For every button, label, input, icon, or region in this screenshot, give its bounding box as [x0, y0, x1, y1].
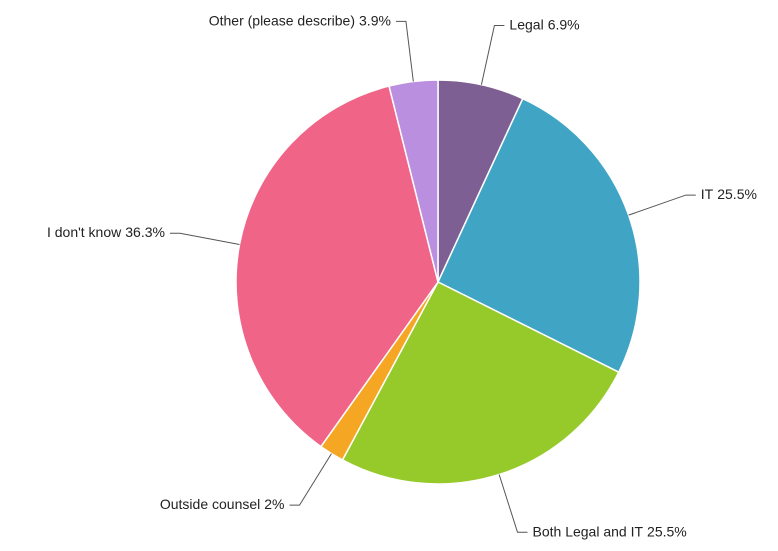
leader-line: [395, 20, 414, 82]
slice-label: Other (please describe) 3.9%: [209, 12, 391, 28]
leader-line: [480, 25, 505, 85]
leader-line: [498, 474, 528, 533]
leader-line: [628, 194, 696, 216]
slice-label: Both Legal and IT 25.5%: [533, 523, 687, 539]
leader-line: [169, 232, 240, 245]
slice-label-name: I don't know: [47, 224, 122, 240]
pie-slice: [388, 79, 439, 283]
slice-label: I don't know 36.3%: [47, 224, 165, 240]
slice-label-value: 3.9%: [359, 12, 391, 28]
slice-label: Legal 6.9%: [509, 16, 579, 32]
slice-label-value: 6.9%: [548, 16, 580, 32]
slice-label-name: Legal: [509, 16, 543, 32]
slice-label: IT 25.5%: [701, 186, 757, 202]
slice-label: Outside counsel 2%: [160, 496, 285, 512]
slice-label-value: 25.5%: [647, 523, 687, 539]
slice-label-name: Outside counsel: [160, 496, 260, 512]
slice-label-value: 36.3%: [125, 224, 165, 240]
slice-label-value: 25.5%: [717, 186, 757, 202]
slice-label-name: Both Legal and IT: [533, 523, 644, 539]
slice-label-name: Other (please describe): [209, 12, 355, 28]
pie-slice: [235, 85, 439, 448]
leader-line: [289, 453, 332, 506]
slice-label-value: 2%: [264, 496, 284, 512]
slice-label-name: IT: [701, 186, 714, 202]
